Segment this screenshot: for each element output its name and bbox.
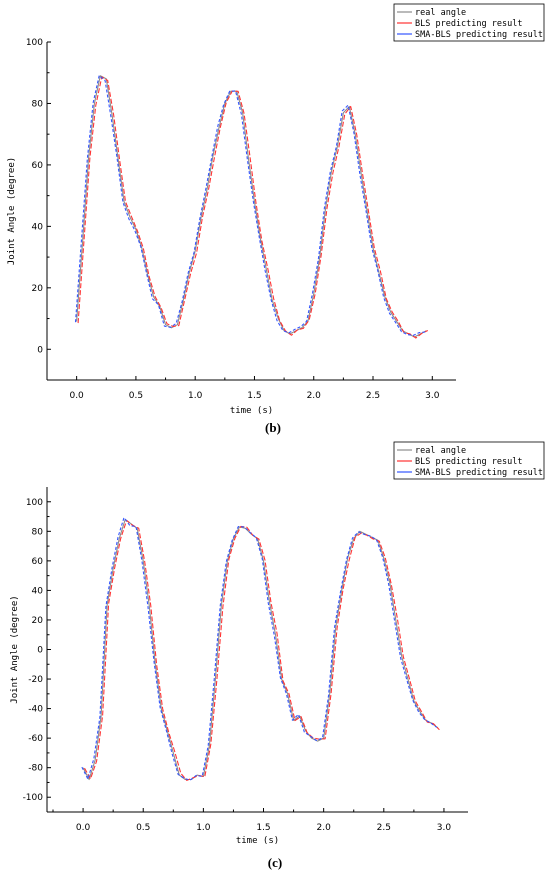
series-line-1 (82, 518, 439, 781)
y-tick-label: -80 (28, 764, 43, 774)
y-tick-label: -20 (28, 675, 43, 685)
x-tick-label: 0.0 (76, 823, 91, 833)
y-tick-label: 100 (26, 498, 43, 508)
chart-caption: (c) (268, 855, 282, 870)
series-line-3 (81, 517, 438, 781)
y-tick-label: 40 (32, 586, 44, 596)
series-line-3 (74, 74, 426, 336)
y-tick-label: 60 (32, 161, 44, 171)
y-tick-label: 100 (26, 38, 43, 48)
x-tick-label: 2.0 (307, 391, 322, 401)
chart-caption: (b) (265, 420, 281, 435)
x-tick-label: 1.0 (188, 391, 203, 401)
legend-label-2: BLS predicting result (415, 457, 522, 467)
y-tick-label: 80 (32, 527, 44, 537)
chart-b: 0 20 40 60 80 100 0.0 0.5 1.0 1.5 2.0 2.5 3.0 time (s… (7, 3, 545, 435)
series-line-2 (84, 519, 440, 781)
x-tick-label: 0.0 (69, 391, 84, 401)
x-tick-label: 0.5 (136, 823, 150, 833)
x-tick-label: 1.5 (247, 391, 261, 401)
chart-c: -100 -80 -60 -40 -20 0 20 40 60 80 100 0.0 0.5 1.0 1.5… (10, 441, 545, 870)
y-tick-label: 20 (32, 284, 44, 294)
series-line-1 (76, 75, 427, 338)
legend-label-2: BLS predicting result (415, 19, 522, 29)
y-tick-label: 40 (32, 222, 44, 232)
y-tick-label: 0 (37, 646, 43, 656)
series-line-2 (77, 76, 429, 339)
x-tick-label: 3.0 (437, 823, 452, 833)
y-tick-label: 60 (32, 557, 44, 567)
x-tick-label: 2.5 (377, 823, 391, 833)
y-tick-label: -40 (28, 705, 43, 715)
legend-label-1: real angle (415, 8, 466, 18)
y-axis-label: Joint Angle (degree) (10, 595, 20, 703)
y-tick-label: 80 (32, 99, 44, 109)
x-tick-label: 1.0 (196, 823, 211, 833)
x-tick-label: 2.5 (366, 391, 380, 401)
y-tick-label: 20 (32, 616, 44, 626)
legend-label-1: real angle (415, 446, 466, 456)
x-tick-label: 0.5 (129, 391, 143, 401)
x-tick-label: 2.0 (316, 823, 331, 833)
x-axis-label: time (s) (230, 406, 273, 416)
y-axis-label: Joint Angle (degree) (7, 157, 17, 265)
legend-box (393, 3, 545, 42)
y-tick-label: -60 (28, 734, 43, 744)
x-tick-label: 3.0 (425, 391, 440, 401)
legend-box (393, 441, 545, 480)
y-tick-label: 0 (37, 345, 43, 355)
x-tick-label: 1.5 (256, 823, 270, 833)
legend-label-3: SMA-BLS predicting result (415, 30, 543, 40)
x-axis-label: time (s) (236, 836, 279, 846)
legend-label-3: SMA-BLS predicting result (415, 468, 543, 478)
y-tick-label: -100 (23, 793, 44, 803)
